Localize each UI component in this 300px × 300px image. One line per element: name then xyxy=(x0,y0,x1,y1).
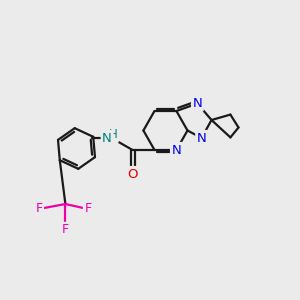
Text: F: F xyxy=(62,223,69,236)
Text: N: N xyxy=(102,131,112,145)
Text: H: H xyxy=(109,128,118,142)
Text: O: O xyxy=(127,167,138,181)
Text: N: N xyxy=(172,143,181,157)
Text: N: N xyxy=(193,97,202,110)
Text: F: F xyxy=(35,202,43,215)
Text: N: N xyxy=(197,131,206,145)
Text: F: F xyxy=(84,202,92,215)
